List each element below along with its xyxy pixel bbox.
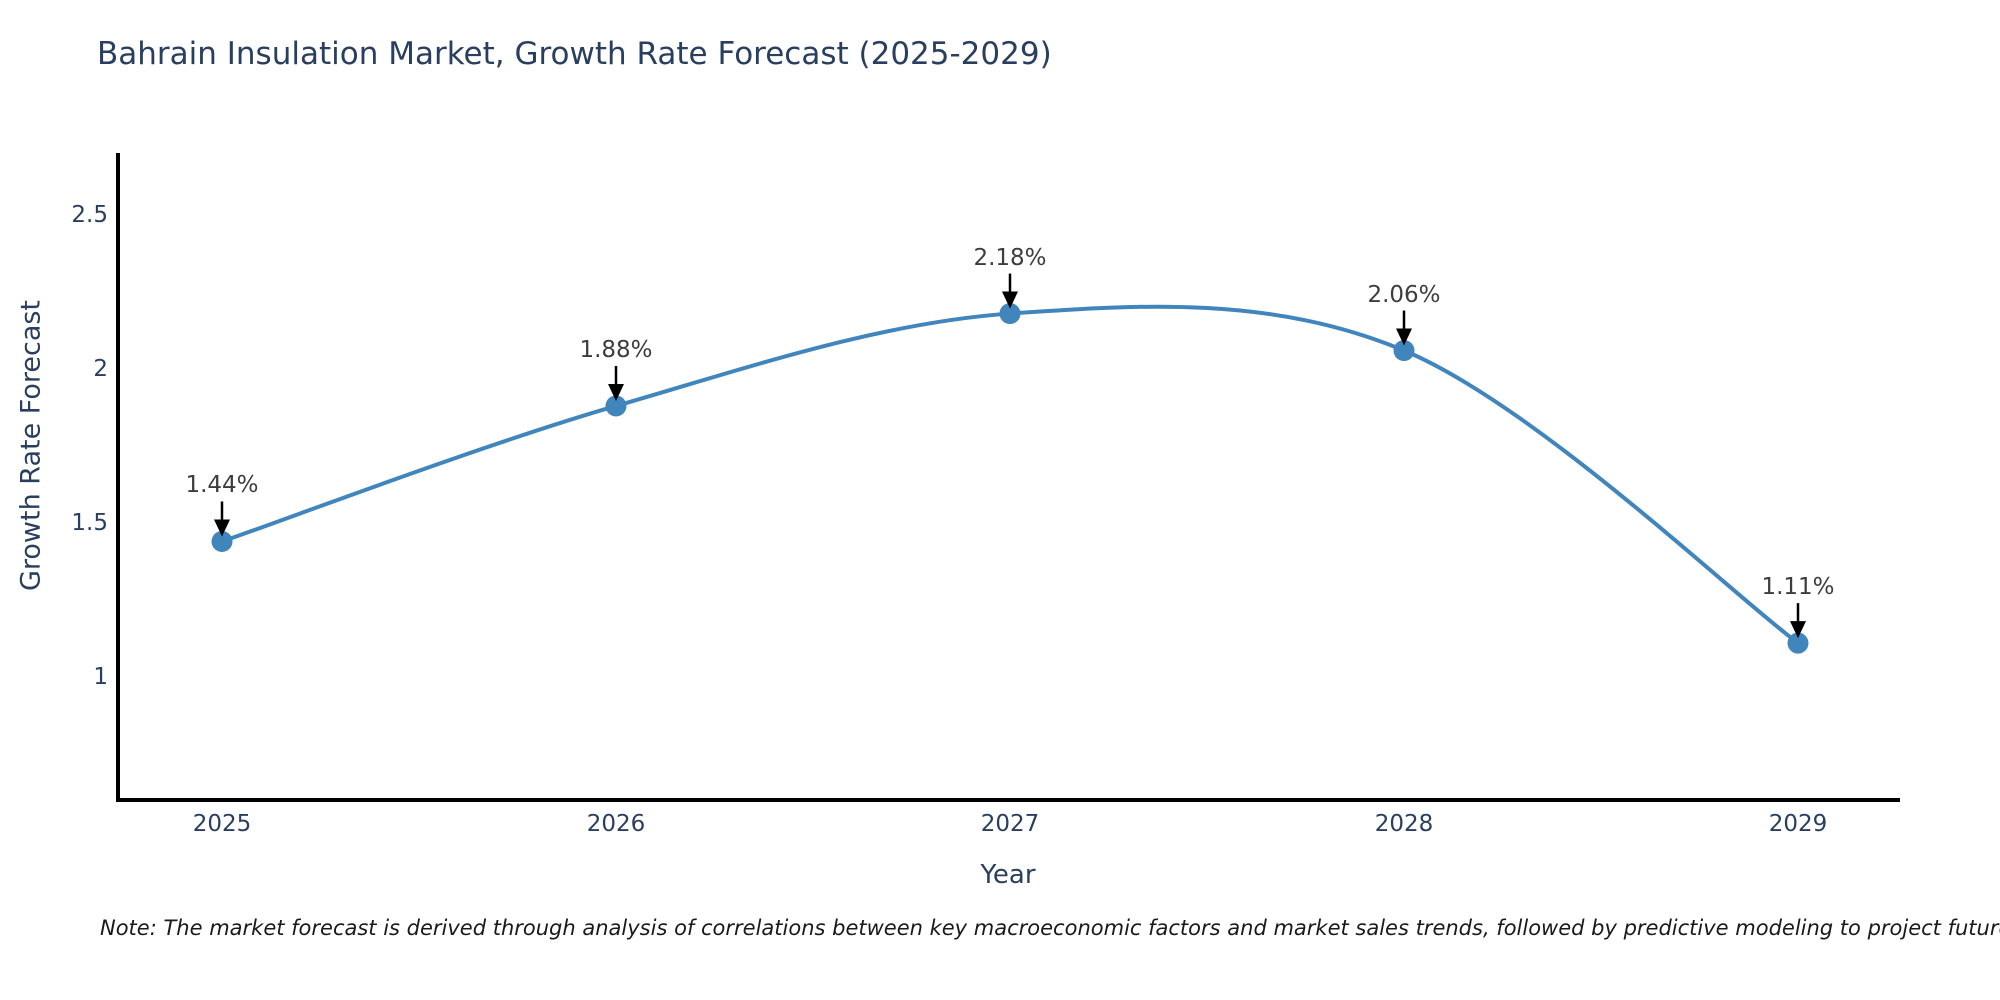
point-value-label: 2.18%: [973, 244, 1047, 271]
x-tick-label: 2027: [980, 811, 1040, 837]
data-point-marker: [1787, 632, 1809, 654]
point-value-label: 1.44%: [185, 472, 259, 499]
annotation-arrow-head: [608, 383, 624, 401]
x-tick-label: 2026: [586, 811, 646, 837]
chart-title: Bahrain Insulation Market, Growth Rate F…: [97, 36, 1052, 72]
annotation-arrow-head: [1790, 621, 1806, 639]
y-tick-label: 2.5: [71, 202, 108, 228]
y-tick-label: 1.5: [71, 510, 108, 536]
forecast-line: [221, 304, 1800, 645]
point-value-label: 2.06%: [1367, 281, 1441, 308]
y-tick-label: 1: [93, 664, 108, 690]
axis-lines: [116, 153, 1900, 802]
x-axis-title: Year: [980, 860, 1036, 890]
data-point-marker: [999, 303, 1021, 325]
point-value-label: 1.88%: [579, 336, 653, 363]
data-point-marker: [605, 395, 627, 417]
x-tick-label: 2025: [192, 811, 252, 837]
y-tick-label: 2: [93, 356, 108, 382]
point-value-label: 1.11%: [1761, 574, 1835, 601]
x-tick-label: 2029: [1768, 811, 1828, 837]
annotation-arrow-head: [1002, 291, 1018, 309]
data-point-marker: [1393, 340, 1415, 362]
x-tick-label: 2028: [1374, 811, 1434, 837]
footnote: Note: The market forecast is derived thr…: [100, 916, 2000, 940]
annotation-arrow-head: [214, 519, 230, 537]
annotation-arrow-head: [1396, 328, 1412, 346]
data-point-marker: [211, 530, 233, 552]
